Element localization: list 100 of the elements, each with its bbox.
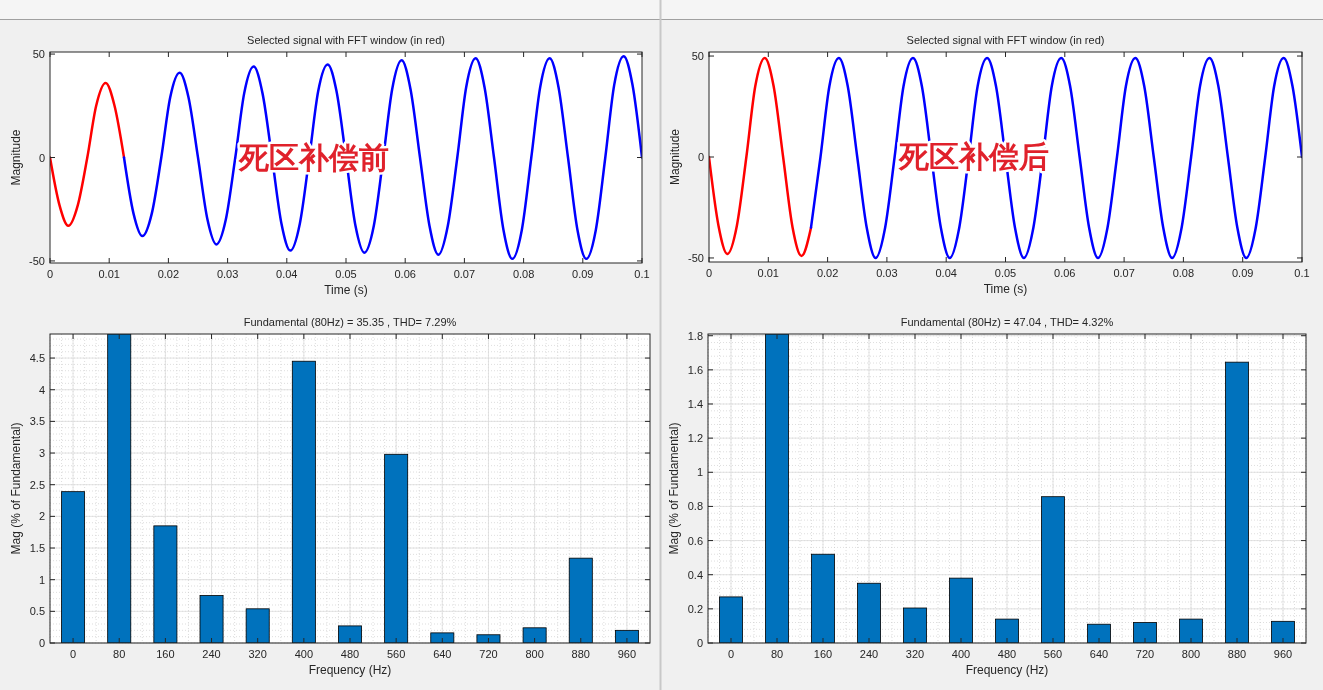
x-tick-label: 560	[386, 648, 406, 660]
y-tick-label: 0.8	[687, 500, 703, 513]
x-tick-label: 0.09	[572, 268, 594, 280]
y-tick-label: 50	[32, 48, 45, 61]
y-tick-label: 0.4	[687, 568, 703, 581]
x-tick-label: 240	[859, 648, 879, 660]
x-tick-label: 0.03	[216, 268, 239, 280]
x-tick-label: 0.09	[1231, 267, 1254, 279]
bar	[107, 334, 132, 643]
x-tick-label: 160	[156, 648, 175, 660]
bar	[291, 360, 316, 643]
x-tick-label: 320	[248, 648, 267, 660]
y-tick-label: 4.5	[29, 352, 45, 365]
x-axis-title: Time (s)	[983, 282, 1028, 296]
y-tick-label: -50	[688, 251, 704, 264]
x-tick-label: 0.06	[1054, 267, 1076, 279]
x-tick-label: 0.01	[98, 268, 120, 280]
y-axis-title: Mag (% of Fundamental)	[9, 422, 23, 555]
x-tick-label: 960	[617, 648, 637, 660]
x-tick-label: 0.1	[634, 268, 650, 280]
y-axis-title: Mag (% of Fundamental)	[667, 422, 681, 555]
y-tick-label: 4	[38, 383, 45, 396]
bar	[384, 453, 409, 643]
bar	[719, 596, 743, 643]
x-tick-label: 160	[813, 648, 833, 660]
y-tick-label: 1.2	[687, 432, 703, 445]
y-tick-label: 1.6	[687, 363, 703, 376]
line-series	[809, 56, 1302, 260]
y-tick-label: 2.5	[29, 478, 45, 491]
x-tick-label: 80	[770, 648, 784, 660]
x-tick-label: 0.08	[512, 268, 535, 280]
x-tick-label: 0.01	[757, 267, 780, 279]
x-tick-label: 320	[905, 648, 925, 660]
x-tick-label: 800	[525, 648, 544, 660]
x-tick-label: 560	[1043, 648, 1063, 660]
bar	[614, 629, 639, 643]
line-series	[50, 81, 126, 228]
y-tick-label: 2	[38, 510, 45, 523]
chart-title: Fundamental (80Hz) = 47.04 , THD= 4.32%	[900, 316, 1114, 328]
x-tick-label: 480	[340, 648, 360, 660]
bar	[857, 582, 881, 643]
x-tick-label: 480	[997, 648, 1017, 660]
line-series	[122, 54, 642, 261]
x-tick-label: 400	[294, 648, 314, 660]
x-axis-title: Time (s)	[324, 283, 368, 297]
bar	[476, 634, 501, 643]
x-tick-label: 0.05	[994, 267, 1017, 279]
x-tick-label: 400	[951, 648, 971, 660]
x-tick-label: 0.06	[394, 268, 416, 280]
y-tick-label: 0.6	[687, 534, 703, 547]
bar	[765, 334, 789, 643]
y-tick-label: 0	[697, 151, 704, 163]
y-tick-label: 0.5	[29, 605, 45, 618]
bar	[1087, 623, 1111, 643]
bar	[811, 553, 835, 643]
y-tick-label: 1.4	[687, 397, 703, 410]
x-tick-label: 0.05	[335, 268, 357, 280]
y-tick-label: 1.5	[29, 542, 45, 555]
y-tick-label: -50	[29, 254, 45, 267]
bar	[949, 577, 973, 643]
bar	[568, 557, 593, 643]
x-tick-label: 800	[1181, 648, 1201, 660]
x-tick-label: 0	[46, 268, 54, 280]
y-tick-label: 1	[38, 573, 45, 586]
bar	[430, 632, 455, 643]
y-tick-label: 0	[38, 637, 45, 649]
x-tick-label: 0.08	[1172, 267, 1195, 279]
x-tick-label: 720	[1135, 648, 1155, 660]
x-tick-label: 0.03	[876, 267, 898, 279]
x-tick-label: 0	[70, 648, 77, 660]
y-tick-label: 1	[696, 466, 703, 479]
y-tick-label: 50	[691, 50, 704, 63]
bar	[995, 618, 1019, 643]
bar	[1225, 361, 1249, 643]
y-axis-title: Magnitude	[9, 129, 23, 186]
x-tick-label: 0.07	[1113, 267, 1135, 279]
x-tick-label: 0.02	[157, 268, 180, 280]
x-tick-label: 880	[1227, 648, 1247, 660]
y-axis-title: Magnitude	[668, 128, 682, 186]
y-tick-label: 3.5	[29, 415, 45, 428]
x-tick-label: 880	[571, 648, 590, 660]
bar	[522, 627, 547, 643]
bar	[245, 608, 270, 643]
y-tick-label: 0	[696, 637, 703, 649]
bar	[1271, 620, 1295, 643]
x-tick-label: 640	[1089, 648, 1109, 660]
bar	[153, 525, 178, 643]
x-tick-label: 0.07	[453, 268, 476, 280]
bar	[61, 491, 86, 643]
chart-title: Selected signal with FFT window (in red)	[906, 34, 1105, 46]
bar	[338, 625, 362, 643]
x-tick-label: 0.02	[816, 267, 839, 279]
bar	[1133, 622, 1157, 643]
x-tick-label: 960	[1273, 648, 1293, 660]
y-tick-label: 0	[38, 151, 45, 164]
chart-title: Fundamental (80Hz) = 35.35 , THD= 7.29%	[243, 316, 457, 328]
x-tick-label: 0	[727, 648, 735, 660]
x-tick-label: 0.04	[935, 267, 957, 279]
x-tick-label: 0.1	[1294, 267, 1310, 279]
x-tick-label: 240	[202, 648, 221, 660]
